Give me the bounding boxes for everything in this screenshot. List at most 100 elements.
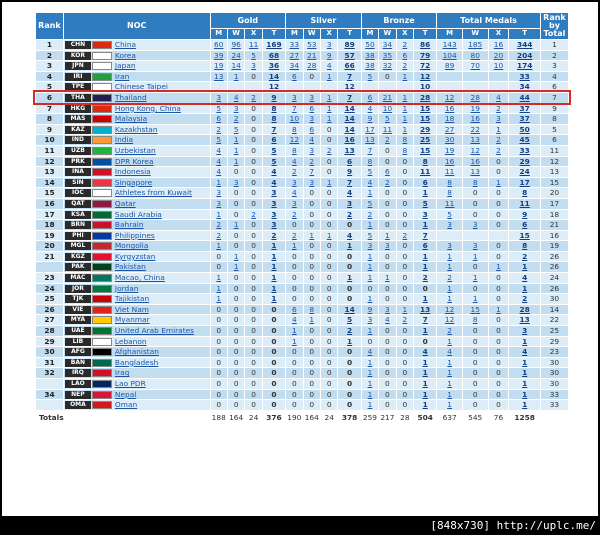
medal-count-value[interactable]: 104 <box>442 50 457 60</box>
medal-count-value[interactable]: 1 <box>422 379 428 388</box>
medal-count-cell[interactable]: 3 <box>413 208 438 221</box>
medal-count-value[interactable]: 2 <box>216 124 222 134</box>
medal-count-value[interactable]: 11 <box>420 167 431 177</box>
medal-count-cell[interactable]: 2 <box>209 219 228 231</box>
medal-count-value[interactable]: 30 <box>444 135 455 145</box>
medal-count-value[interactable]: 3 <box>271 198 277 208</box>
medal-count-value[interactable]: 3 <box>233 177 239 187</box>
medal-count-cell[interactable]: 37 <box>508 102 541 115</box>
medal-count-value[interactable]: 3 <box>367 315 373 325</box>
medal-count-cell[interactable]: 3 <box>209 187 228 199</box>
medal-count-cell[interactable]: 11 <box>508 197 541 210</box>
medal-count-value[interactable]: 3 <box>385 241 390 251</box>
medal-count-cell[interactable]: 2 <box>487 102 510 115</box>
medal-count-value[interactable]: 1 <box>447 389 452 399</box>
medal-count-cell[interactable]: 6 <box>337 155 362 168</box>
medal-count-cell[interactable]: 11 <box>244 39 263 51</box>
medal-count-cell[interactable]: 13 <box>461 166 489 178</box>
medal-count-value[interactable]: 1 <box>216 177 222 187</box>
medal-count-cell[interactable]: 20 <box>487 49 510 62</box>
medal-count-value[interactable]: 2 <box>447 326 452 336</box>
country-link[interactable]: Philippines <box>114 230 155 240</box>
medal-count-cell[interactable]: 1 <box>436 367 463 379</box>
medal-count-value[interactable]: 13 <box>365 135 375 145</box>
medal-count-cell[interactable]: 3 <box>261 187 287 199</box>
medal-count-value[interactable]: 1 <box>422 368 428 378</box>
medal-count-cell[interactable]: 1 <box>209 176 228 189</box>
medal-count-value[interactable]: 19 <box>444 145 455 155</box>
medal-count-value[interactable]: 5 <box>271 156 277 166</box>
medal-count-cell[interactable]: 5 <box>337 314 362 327</box>
medal-count-value[interactable]: 14 <box>268 71 280 81</box>
medal-count-cell[interactable]: 1 <box>487 123 510 136</box>
medal-count-value[interactable]: 6 <box>422 241 428 251</box>
medal-count-cell[interactable]: 5 <box>360 197 380 210</box>
medal-count-value[interactable]: 6 <box>291 71 297 81</box>
medal-count-cell[interactable]: 5 <box>261 155 287 168</box>
medal-count-cell[interactable]: 8 <box>395 134 415 146</box>
medal-count-value[interactable]: 1 <box>385 230 390 240</box>
medal-count-cell[interactable]: 13 <box>413 303 438 316</box>
medal-count-value[interactable]: 1 <box>216 209 222 219</box>
medal-count-value[interactable]: 2 <box>385 135 390 145</box>
country-link[interactable]: Afghanistan <box>114 347 159 357</box>
medal-count-value[interactable]: 2 <box>447 273 452 283</box>
medal-count-value[interactable]: 1 <box>522 389 528 399</box>
medal-count-value[interactable]: 11 <box>444 198 455 208</box>
medal-count-cell[interactable]: 4 <box>302 134 322 146</box>
medal-count-cell[interactable]: 6 <box>360 91 380 104</box>
medal-count-value[interactable]: 45 <box>519 135 530 145</box>
medal-count-cell[interactable]: 1 <box>487 176 510 189</box>
medal-count-cell[interactable]: 38 <box>360 49 380 62</box>
medal-count-value[interactable]: 174 <box>516 61 533 71</box>
medal-count-cell[interactable]: 16 <box>487 39 510 51</box>
medal-count-cell[interactable]: 1 <box>302 314 322 327</box>
medal-count-cell[interactable]: 24 <box>226 49 246 62</box>
medal-count-cell[interactable]: 14 <box>337 102 362 115</box>
medal-count-cell[interactable]: 5 <box>413 197 438 210</box>
medal-count-value[interactable]: 3 <box>472 241 478 251</box>
medal-count-value[interactable]: 28 <box>307 61 317 71</box>
medal-count-value[interactable]: 1 <box>447 357 452 367</box>
medal-count-value[interactable]: 1 <box>367 368 373 378</box>
medal-count-value[interactable]: 1 <box>367 273 373 283</box>
medal-count-cell[interactable]: 70 <box>461 60 489 72</box>
medal-count-cell[interactable]: 1 <box>226 144 246 157</box>
medal-count-value[interactable]: 7 <box>347 71 353 81</box>
medal-count-value[interactable]: 6 <box>291 304 297 314</box>
medal-count-cell[interactable]: 2 <box>378 134 397 146</box>
medal-count-cell[interactable]: 1 <box>395 303 415 316</box>
medal-count-value[interactable]: 2 <box>522 251 528 261</box>
medal-count-value[interactable]: 1 <box>326 177 332 187</box>
medal-count-cell[interactable]: 19 <box>461 102 489 115</box>
medal-count-value[interactable]: 15 <box>519 230 530 240</box>
medal-count-value[interactable]: 2 <box>402 230 408 240</box>
medal-count-value[interactable]: 37 <box>519 114 530 124</box>
medal-count-cell[interactable]: 1 <box>508 356 541 369</box>
medal-count-cell[interactable]: 4 <box>285 314 304 327</box>
country-link[interactable]: Japan <box>114 61 136 71</box>
medal-count-cell[interactable]: 11 <box>436 166 463 178</box>
medal-count-cell[interactable]: 6 <box>413 176 438 189</box>
medal-count-cell[interactable]: 2 <box>285 166 304 178</box>
medal-count-value[interactable]: 6 <box>309 103 315 113</box>
medal-count-value[interactable]: 36 <box>268 61 280 71</box>
medal-count-cell[interactable]: 1 <box>319 229 339 242</box>
medal-count-value[interactable]: 53 <box>307 40 317 49</box>
medal-count-cell[interactable]: 7 <box>261 123 287 136</box>
medal-count-value[interactable]: 1 <box>522 368 528 378</box>
medal-count-value[interactable]: 4 <box>291 156 297 166</box>
medal-count-value[interactable]: 1 <box>233 145 239 155</box>
medal-count-cell[interactable]: 14 <box>337 303 362 316</box>
medal-count-cell[interactable]: 21 <box>302 49 322 62</box>
medal-count-value[interactable]: 1 <box>233 251 239 261</box>
medal-count-value[interactable]: 3 <box>309 114 315 124</box>
medal-count-value[interactable]: 33 <box>519 145 530 155</box>
medal-count-value[interactable]: 1 <box>326 230 332 240</box>
medal-count-cell[interactable]: 1 <box>209 282 228 295</box>
medal-count-cell[interactable]: 8 <box>261 113 287 125</box>
medal-count-cell[interactable]: 24 <box>508 166 541 178</box>
medal-count-cell[interactable]: 22 <box>461 123 489 136</box>
country-link[interactable]: Thailand <box>114 92 147 102</box>
medal-count-cell[interactable]: 34 <box>378 39 397 51</box>
